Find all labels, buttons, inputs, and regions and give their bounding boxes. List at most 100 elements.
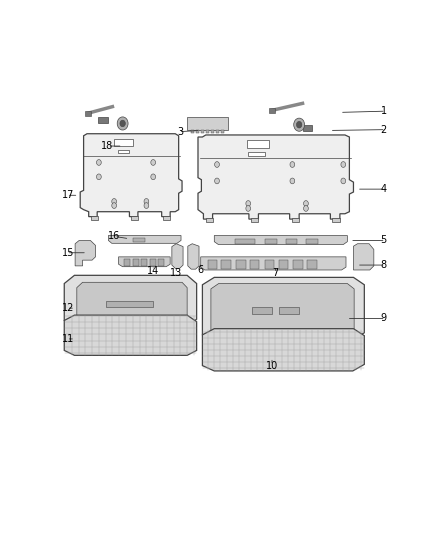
Polygon shape xyxy=(251,307,272,314)
Polygon shape xyxy=(80,134,182,216)
Circle shape xyxy=(341,161,346,167)
Polygon shape xyxy=(279,307,299,314)
Circle shape xyxy=(151,174,155,180)
Bar xyxy=(269,108,275,113)
Circle shape xyxy=(246,200,251,206)
Polygon shape xyxy=(119,257,170,266)
Polygon shape xyxy=(198,135,353,219)
Bar xyxy=(133,260,139,266)
Polygon shape xyxy=(353,244,374,270)
Bar xyxy=(221,130,224,133)
Polygon shape xyxy=(202,277,364,340)
Polygon shape xyxy=(106,301,153,307)
Bar xyxy=(114,139,133,146)
Bar xyxy=(196,130,199,133)
Bar xyxy=(133,238,145,242)
Circle shape xyxy=(120,120,125,127)
Text: 16: 16 xyxy=(108,231,120,241)
Polygon shape xyxy=(117,150,130,154)
Text: 11: 11 xyxy=(61,334,74,344)
Circle shape xyxy=(144,199,149,204)
Bar xyxy=(92,216,98,220)
Polygon shape xyxy=(201,257,346,270)
Bar xyxy=(216,130,219,133)
Bar xyxy=(211,130,214,133)
Bar xyxy=(286,239,297,244)
Circle shape xyxy=(304,200,308,206)
Polygon shape xyxy=(108,236,181,243)
Text: 5: 5 xyxy=(381,236,387,245)
Polygon shape xyxy=(214,236,347,245)
Polygon shape xyxy=(64,315,197,356)
Bar xyxy=(150,260,156,266)
Bar xyxy=(201,130,204,133)
Bar xyxy=(265,260,274,269)
Circle shape xyxy=(246,206,251,211)
Bar xyxy=(221,260,230,269)
Text: 18: 18 xyxy=(101,141,113,151)
Polygon shape xyxy=(248,152,265,156)
Circle shape xyxy=(297,122,302,128)
Circle shape xyxy=(215,161,219,167)
Circle shape xyxy=(341,178,346,184)
Bar xyxy=(98,117,108,124)
Text: 4: 4 xyxy=(381,184,387,194)
Polygon shape xyxy=(75,240,95,266)
Text: 3: 3 xyxy=(178,127,184,136)
Circle shape xyxy=(144,203,149,208)
Circle shape xyxy=(151,159,155,165)
Bar xyxy=(158,260,164,266)
Bar xyxy=(131,216,138,220)
Bar xyxy=(251,219,258,222)
Text: 17: 17 xyxy=(61,190,74,200)
Circle shape xyxy=(290,161,295,167)
Text: 15: 15 xyxy=(61,248,74,258)
Bar xyxy=(247,140,268,148)
Bar xyxy=(307,260,317,269)
Circle shape xyxy=(96,174,101,180)
Bar xyxy=(208,260,217,269)
Polygon shape xyxy=(64,276,197,327)
Text: 13: 13 xyxy=(170,268,182,278)
Circle shape xyxy=(294,118,304,131)
Text: 9: 9 xyxy=(381,313,387,324)
Bar xyxy=(306,239,318,244)
Text: 8: 8 xyxy=(381,260,387,270)
Polygon shape xyxy=(77,282,187,322)
Bar xyxy=(163,216,170,220)
Bar xyxy=(250,260,259,269)
Polygon shape xyxy=(202,329,364,371)
Bar xyxy=(293,260,303,269)
Text: 10: 10 xyxy=(266,361,278,370)
Bar xyxy=(141,260,148,266)
Text: 14: 14 xyxy=(147,266,159,276)
Circle shape xyxy=(112,203,117,208)
Bar xyxy=(235,239,255,244)
Circle shape xyxy=(112,199,117,204)
Circle shape xyxy=(96,159,101,165)
Text: 2: 2 xyxy=(381,125,387,135)
Bar xyxy=(124,260,131,266)
Bar xyxy=(206,219,213,222)
Bar xyxy=(279,260,288,269)
Text: 1: 1 xyxy=(381,106,387,116)
Polygon shape xyxy=(188,244,199,269)
Bar xyxy=(265,239,277,244)
Circle shape xyxy=(215,178,219,184)
Bar xyxy=(237,260,246,269)
Text: 6: 6 xyxy=(198,265,204,275)
Bar xyxy=(292,219,299,222)
Circle shape xyxy=(290,178,295,184)
Circle shape xyxy=(304,206,308,211)
Text: 7: 7 xyxy=(272,268,279,278)
Text: 12: 12 xyxy=(61,303,74,313)
Circle shape xyxy=(117,117,128,130)
Bar xyxy=(303,125,312,131)
Bar xyxy=(187,117,228,130)
Bar xyxy=(191,130,194,133)
Polygon shape xyxy=(172,244,183,268)
Polygon shape xyxy=(211,284,354,335)
Bar xyxy=(85,111,91,116)
Bar xyxy=(206,130,209,133)
Bar xyxy=(332,219,340,222)
